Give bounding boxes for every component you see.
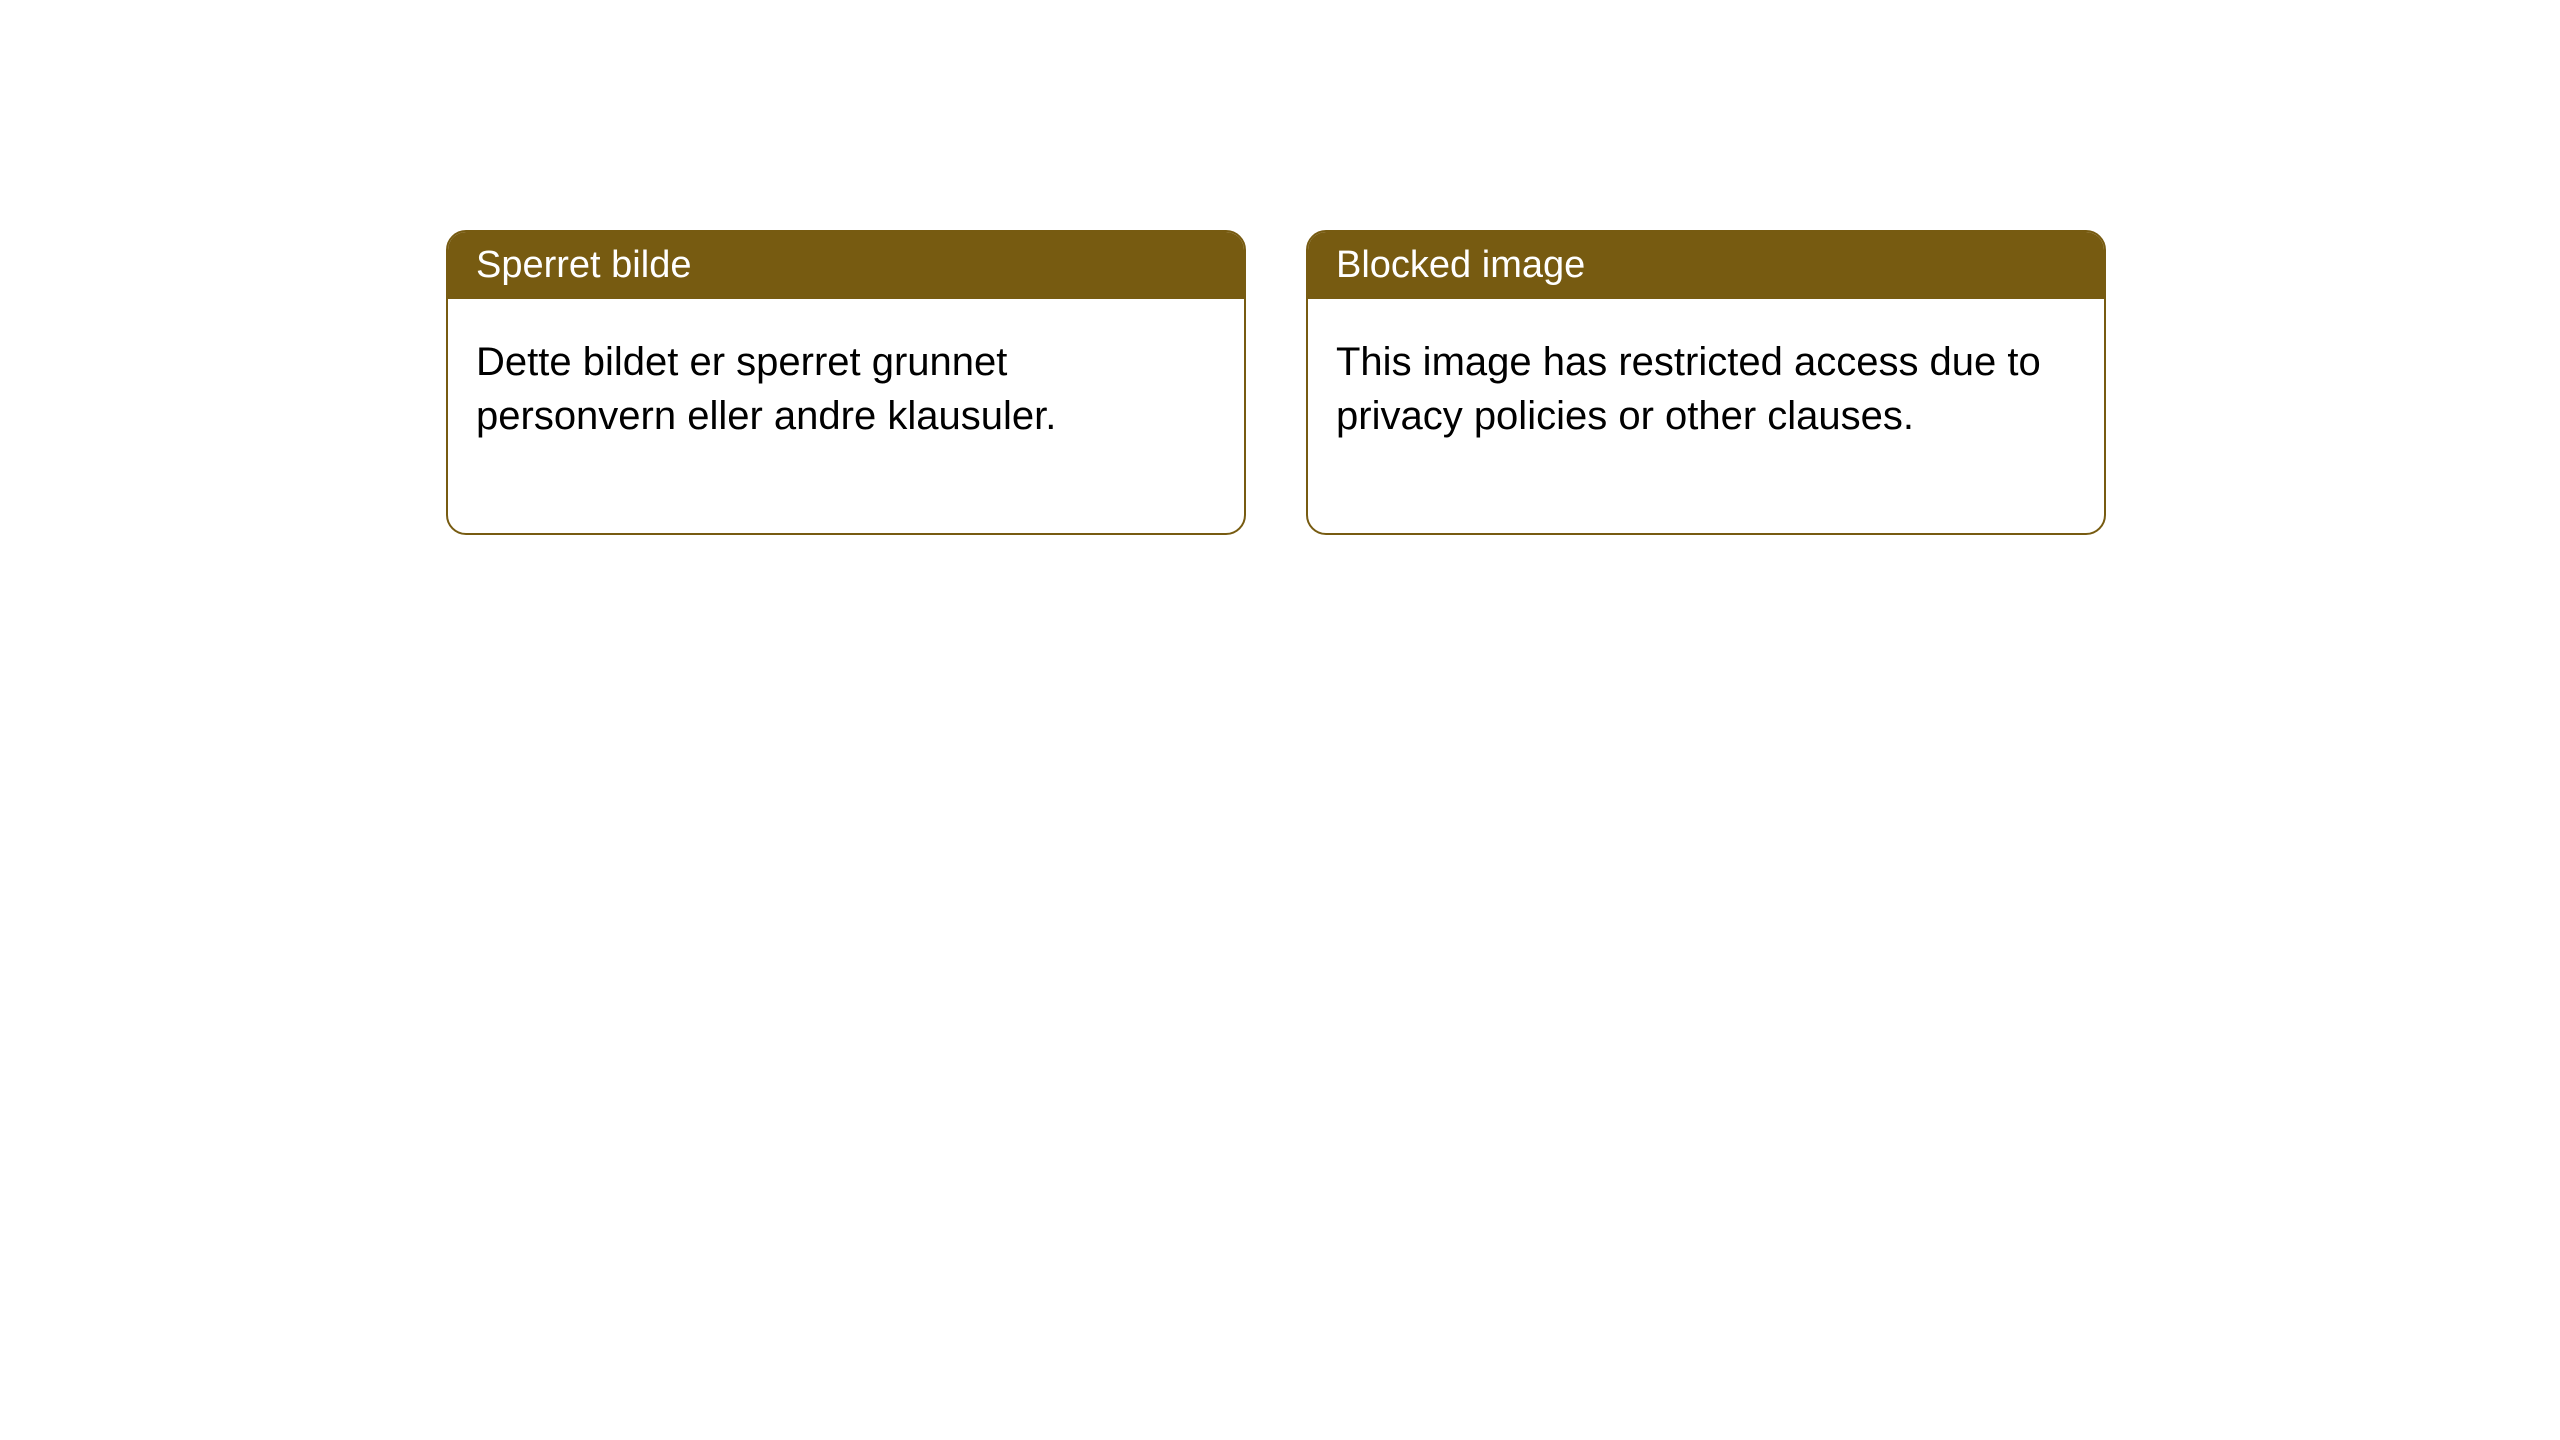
- card-title-no: Sperret bilde: [448, 232, 1244, 299]
- blocked-image-card-en: Blocked image This image has restricted …: [1306, 230, 2106, 535]
- blocked-image-cards: Sperret bilde Dette bildet er sperret gr…: [446, 230, 2560, 535]
- card-body-no: Dette bildet er sperret grunnet personve…: [448, 299, 1244, 533]
- blocked-image-card-no: Sperret bilde Dette bildet er sperret gr…: [446, 230, 1246, 535]
- card-body-en: This image has restricted access due to …: [1308, 299, 2104, 533]
- card-title-en: Blocked image: [1308, 232, 2104, 299]
